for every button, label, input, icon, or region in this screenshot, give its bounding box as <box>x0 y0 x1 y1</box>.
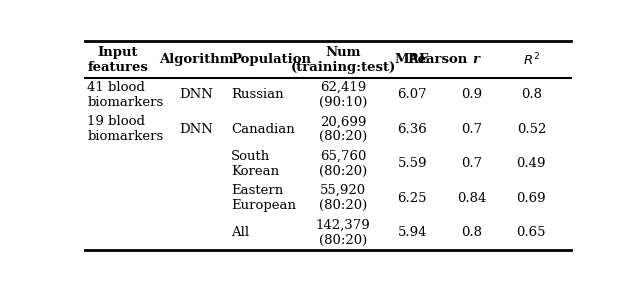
Text: Eastern
European: Eastern European <box>231 184 296 212</box>
Text: DNN: DNN <box>180 88 214 101</box>
Text: 0.52: 0.52 <box>516 123 546 136</box>
Text: DNN: DNN <box>180 123 214 136</box>
Text: Russian: Russian <box>231 88 284 101</box>
Text: 0.49: 0.49 <box>516 157 546 170</box>
Text: 0.69: 0.69 <box>516 192 546 204</box>
Text: Population: Population <box>231 53 311 66</box>
Text: 0.65: 0.65 <box>516 226 546 239</box>
Text: Num
(training:test): Num (training:test) <box>291 46 396 73</box>
Text: 19 blood
biomarkers: 19 blood biomarkers <box>88 115 164 143</box>
Text: All: All <box>231 226 250 239</box>
Text: 0.9: 0.9 <box>461 88 483 101</box>
Text: South
Korean: South Korean <box>231 150 280 178</box>
Text: 0.7: 0.7 <box>461 157 483 170</box>
Text: 6.07: 6.07 <box>397 88 427 101</box>
Text: 0.84: 0.84 <box>457 192 486 204</box>
Text: Input
features: Input features <box>88 46 148 73</box>
Text: 0.8: 0.8 <box>521 88 542 101</box>
Text: 20,699
(80:20): 20,699 (80:20) <box>319 115 367 143</box>
Text: Pearson: Pearson <box>408 53 472 66</box>
Text: 142,379
(80:20): 142,379 (80:20) <box>316 219 371 247</box>
Text: 5.94: 5.94 <box>397 226 427 239</box>
Text: Algorithm: Algorithm <box>159 53 234 66</box>
Text: 41 blood
biomarkers: 41 blood biomarkers <box>88 81 164 109</box>
Text: 55,920
(80:20): 55,920 (80:20) <box>319 184 367 212</box>
Text: $\mathit{R}^2$: $\mathit{R}^2$ <box>523 51 540 68</box>
Text: 0.7: 0.7 <box>461 123 483 136</box>
Text: 5.59: 5.59 <box>397 157 427 170</box>
Text: 62,419
(90:10): 62,419 (90:10) <box>319 81 367 109</box>
Text: 0.8: 0.8 <box>461 226 483 239</box>
Text: r: r <box>472 53 479 66</box>
Text: 6.25: 6.25 <box>397 192 427 204</box>
Text: Canadian: Canadian <box>231 123 295 136</box>
Text: 6.36: 6.36 <box>397 123 427 136</box>
Text: 65,760
(80:20): 65,760 (80:20) <box>319 150 367 178</box>
Text: MAE: MAE <box>395 53 429 66</box>
